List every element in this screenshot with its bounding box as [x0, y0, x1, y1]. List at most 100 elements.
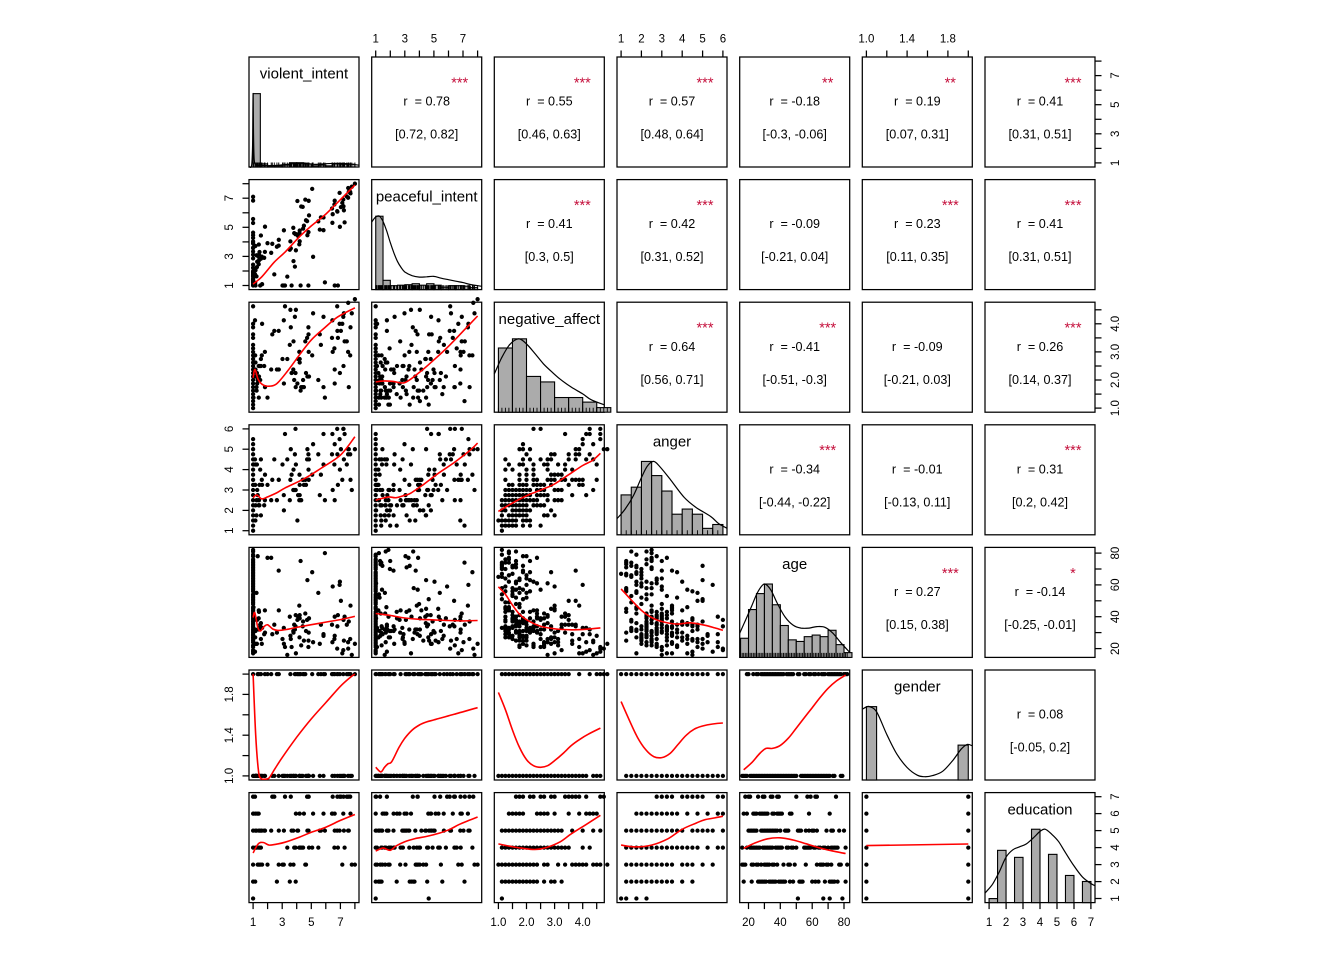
svg-text:7: 7 [1088, 917, 1094, 929]
svg-text:r = 0.19: r = 0.19 [894, 95, 941, 109]
svg-text:**: ** [945, 75, 957, 91]
svg-text:violent_intent: violent_intent [260, 66, 349, 83]
svg-text:[0.31, 0.51]: [0.31, 0.51] [1008, 250, 1071, 264]
svg-text:1.4: 1.4 [224, 727, 236, 744]
svg-text:1.0: 1.0 [224, 768, 236, 784]
svg-text:60: 60 [1110, 579, 1122, 592]
svg-text:r = -0.01: r = -0.01 [892, 462, 943, 476]
svg-text:*: * [1070, 566, 1076, 582]
svg-text:***: *** [942, 198, 959, 214]
svg-text:4.0: 4.0 [575, 917, 591, 929]
svg-text:3: 3 [1110, 861, 1122, 867]
svg-text:r = 0.42: r = 0.42 [649, 217, 696, 231]
svg-text:40: 40 [1110, 610, 1122, 623]
svg-text:7: 7 [224, 195, 236, 201]
svg-text:***: *** [1065, 198, 1082, 214]
svg-text:1: 1 [986, 917, 992, 929]
svg-text:r = 0.31: r = 0.31 [1017, 462, 1064, 476]
svg-text:[0.3, 0.5]: [0.3, 0.5] [525, 250, 574, 264]
svg-text:[-0.21, 0.04]: [-0.21, 0.04] [761, 250, 828, 264]
svg-text:[-0.13, 0.11]: [-0.13, 0.11] [884, 495, 950, 509]
svg-text:7: 7 [460, 34, 466, 46]
svg-text:r = 0.78: r = 0.78 [403, 95, 450, 109]
svg-text:r = 0.57: r = 0.57 [649, 95, 696, 109]
svg-text:6: 6 [720, 34, 726, 46]
svg-text:1.0: 1.0 [1110, 400, 1122, 416]
svg-text:anger: anger [653, 434, 691, 451]
svg-text:5: 5 [1110, 827, 1122, 833]
svg-text:[0.46, 0.63]: [0.46, 0.63] [518, 128, 581, 142]
svg-text:r = 0.41: r = 0.41 [1017, 95, 1064, 109]
svg-text:5: 5 [1054, 917, 1060, 929]
svg-text:***: *** [697, 198, 714, 214]
svg-text:r = 0.64: r = 0.64 [649, 340, 696, 354]
svg-text:***: *** [574, 198, 591, 214]
svg-text:1: 1 [1110, 895, 1122, 901]
svg-text:r = -0.14: r = -0.14 [1015, 585, 1066, 599]
svg-text:5: 5 [224, 446, 236, 452]
svg-text:1.8: 1.8 [224, 686, 236, 702]
svg-text:r = -0.09: r = -0.09 [892, 340, 943, 354]
svg-text:[-0.44, -0.22]: [-0.44, -0.22] [759, 495, 830, 509]
svg-text:1: 1 [224, 282, 236, 288]
svg-text:4: 4 [679, 34, 686, 46]
svg-text:peaceful_intent: peaceful_intent [376, 188, 479, 205]
svg-text:r = 0.08: r = 0.08 [1017, 708, 1064, 722]
svg-text:***: *** [1065, 443, 1082, 459]
svg-text:[0.56, 0.71]: [0.56, 0.71] [640, 373, 703, 387]
svg-text:[0.14, 0.37]: [0.14, 0.37] [1008, 373, 1071, 387]
svg-text:[-0.51, -0.3]: [-0.51, -0.3] [762, 373, 826, 387]
svg-text:***: *** [574, 75, 591, 91]
svg-text:***: *** [819, 321, 836, 337]
svg-text:4: 4 [1110, 844, 1122, 851]
svg-text:[0.15, 0.38]: [0.15, 0.38] [886, 618, 949, 632]
svg-text:5: 5 [1110, 101, 1122, 107]
svg-text:7: 7 [1110, 72, 1122, 78]
svg-text:3.0: 3.0 [1110, 344, 1122, 360]
svg-text:r = -0.09: r = -0.09 [769, 217, 820, 231]
svg-text:2: 2 [1003, 917, 1009, 929]
svg-text:r = 0.23: r = 0.23 [894, 217, 941, 231]
svg-text:***: *** [697, 321, 714, 337]
svg-text:3: 3 [279, 917, 285, 929]
svg-text:***: *** [819, 443, 836, 459]
svg-text:80: 80 [1110, 547, 1122, 560]
svg-text:***: *** [451, 75, 468, 91]
svg-text:3: 3 [1020, 917, 1026, 929]
svg-text:1: 1 [224, 527, 236, 533]
svg-text:2: 2 [638, 34, 644, 46]
svg-text:[0.31, 0.52]: [0.31, 0.52] [640, 250, 703, 264]
svg-text:3: 3 [224, 253, 236, 259]
svg-text:r = 0.27: r = 0.27 [894, 585, 941, 599]
svg-text:4: 4 [224, 466, 236, 473]
svg-text:r = 0.41: r = 0.41 [526, 217, 573, 231]
svg-text:[-0.05, 0.2]: [-0.05, 0.2] [1010, 741, 1070, 755]
svg-text:2: 2 [224, 507, 236, 513]
svg-text:1.4: 1.4 [899, 34, 916, 46]
svg-text:1.0: 1.0 [858, 34, 874, 46]
svg-text:negative_affect: negative_affect [499, 311, 601, 328]
svg-text:***: *** [1065, 321, 1082, 337]
svg-text:education: education [1007, 801, 1072, 818]
svg-text:r = 0.41: r = 0.41 [1017, 217, 1064, 231]
svg-text:6: 6 [1071, 917, 1077, 929]
svg-text:**: ** [822, 75, 834, 91]
svg-text:60: 60 [806, 917, 819, 929]
svg-text:[0.48, 0.64]: [0.48, 0.64] [640, 128, 703, 142]
svg-text:2.0: 2.0 [1110, 372, 1122, 388]
svg-text:5: 5 [431, 34, 437, 46]
svg-text:1.8: 1.8 [940, 34, 956, 46]
svg-text:4.0: 4.0 [1110, 316, 1122, 332]
svg-text:[0.72, 0.82]: [0.72, 0.82] [395, 128, 458, 142]
svg-text:3: 3 [1110, 131, 1122, 137]
svg-text:[0.11, 0.35]: [0.11, 0.35] [886, 250, 948, 264]
svg-text:4: 4 [1037, 917, 1044, 929]
svg-text:1: 1 [1110, 160, 1122, 166]
svg-text:[0.07, 0.31]: [0.07, 0.31] [886, 128, 949, 142]
svg-text:r = 0.55: r = 0.55 [526, 95, 573, 109]
svg-text:***: *** [942, 566, 959, 582]
svg-text:***: *** [697, 75, 714, 91]
svg-text:[-0.3, -0.06]: [-0.3, -0.06] [762, 128, 826, 142]
svg-text:2: 2 [1110, 878, 1122, 884]
svg-text:1: 1 [372, 34, 378, 46]
